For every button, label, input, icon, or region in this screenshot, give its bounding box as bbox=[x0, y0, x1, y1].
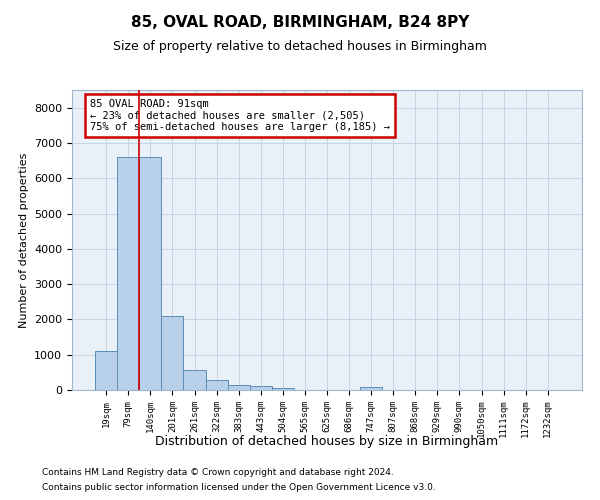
Bar bbox=[117, 157, 139, 390]
Text: Contains public sector information licensed under the Open Government Licence v3: Contains public sector information licen… bbox=[42, 483, 436, 492]
Bar bbox=[184, 370, 206, 390]
Bar bbox=[206, 380, 227, 390]
Bar bbox=[250, 386, 272, 390]
Text: 85 OVAL ROAD: 91sqm
← 23% of detached houses are smaller (2,505)
75% of semi-det: 85 OVAL ROAD: 91sqm ← 23% of detached ho… bbox=[90, 99, 390, 132]
Bar bbox=[161, 316, 184, 390]
Bar bbox=[227, 386, 250, 390]
Bar bbox=[139, 157, 161, 390]
Bar bbox=[95, 351, 117, 390]
Text: Size of property relative to detached houses in Birmingham: Size of property relative to detached ho… bbox=[113, 40, 487, 53]
Text: Distribution of detached houses by size in Birmingham: Distribution of detached houses by size … bbox=[155, 435, 499, 448]
Bar bbox=[272, 388, 294, 390]
Text: Contains HM Land Registry data © Crown copyright and database right 2024.: Contains HM Land Registry data © Crown c… bbox=[42, 468, 394, 477]
Y-axis label: Number of detached properties: Number of detached properties bbox=[19, 152, 29, 328]
Text: 85, OVAL ROAD, BIRMINGHAM, B24 8PY: 85, OVAL ROAD, BIRMINGHAM, B24 8PY bbox=[131, 15, 469, 30]
Bar bbox=[360, 387, 382, 390]
